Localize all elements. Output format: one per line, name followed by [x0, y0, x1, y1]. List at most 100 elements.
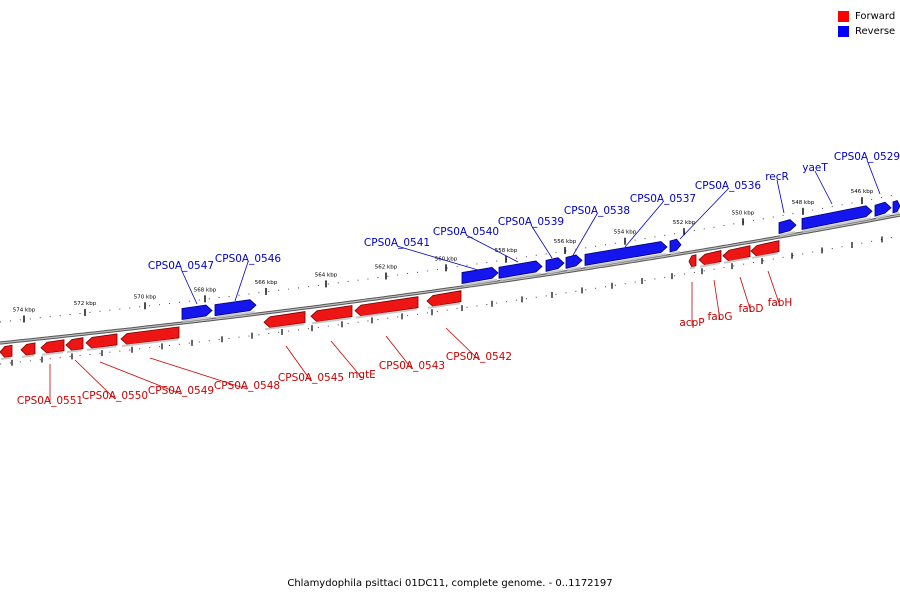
- reverse-gene-arrow: [778, 219, 797, 235]
- forward-gene-arrow: [354, 296, 419, 317]
- gene-label-mgtE: mgtE: [348, 369, 376, 381]
- forward-gene-arrow: [426, 290, 462, 307]
- gene-label-CPS0A_0545: CPS0A_0545: [278, 372, 344, 384]
- reverse-gene-arrow: [565, 254, 583, 269]
- forward-gene-arrow-shadow: [41, 351, 64, 356]
- gene-label-yaeT-leader: [814, 170, 833, 205]
- forward-gene-arrow: [85, 333, 118, 349]
- gene-label-CPS0A_0550-leader: [74, 359, 116, 400]
- forward-gene-arrow-shadow: [66, 349, 83, 354]
- reverse-gene-arrow-shadow: [462, 278, 498, 287]
- gene-label-CPS0A_0546: CPS0A_0546: [215, 253, 281, 265]
- reverse-swatch: [838, 26, 849, 37]
- reverse-gene-arrow: [669, 238, 682, 253]
- forward-gene-arrow: [722, 245, 751, 262]
- forward-gene-arrow: [263, 311, 306, 329]
- forward-gene-arrow-shadow: [264, 323, 305, 331]
- gene-label-CPS0A_0537: CPS0A_0537: [630, 193, 696, 205]
- gene-label-CPS0A_0543: CPS0A_0543: [379, 360, 445, 372]
- forward-gene-arrow-shadow: [0, 356, 12, 360]
- forward-gene-arrow-shadow: [699, 262, 721, 268]
- reverse-gene-arrow: [874, 201, 892, 217]
- inner-dotted-track: [0, 235, 900, 365]
- reverse-gene-arrow-shadow: [585, 253, 667, 268]
- gene-label-CPS0A_0545-leader: [285, 345, 312, 382]
- gene-label-CPS0A_0542: CPS0A_0542: [446, 351, 512, 363]
- reverse-gene-arrow-shadow: [215, 311, 256, 319]
- gene-label-yaeT: yaeT: [802, 162, 828, 174]
- ruler-label: 560 kbp: [435, 256, 458, 262]
- gene-label-fabH-leader: [767, 270, 781, 307]
- reverse-gene-arrow: [801, 205, 873, 231]
- gene-label-CPS0A_0546-leader: [234, 261, 249, 302]
- forward-gene-arrow: [750, 240, 780, 257]
- gene-label-fabH: fabH: [768, 297, 793, 309]
- gene-label-CPS0A_0547: CPS0A_0547: [148, 260, 214, 272]
- gene-label-mgtE-leader: [330, 340, 363, 379]
- reverse-gene-arrow: [181, 304, 213, 320]
- forward-gene-arrow: [310, 305, 353, 323]
- gene-label-CPS0A_0541: CPS0A_0541: [364, 237, 430, 249]
- forward-gene-arrow: [120, 326, 180, 345]
- gene-label-CPS0A_0538: CPS0A_0538: [564, 205, 630, 217]
- forward-gene-arrow-shadow: [21, 354, 35, 358]
- ruler-label: 562 kbp: [375, 265, 398, 271]
- forward-gene-arrow-shadow: [427, 302, 461, 309]
- gene-label-CPS0A_0547-leader: [180, 268, 198, 305]
- ruler-label: 568 kbp: [194, 287, 217, 293]
- forward-gene-arrow: [0, 344, 13, 358]
- forward-gene-arrow: [65, 337, 84, 351]
- ruler-label: 572 kbp: [74, 301, 97, 307]
- gene-label-CPS0A_0536-leader: [679, 188, 729, 240]
- forward-gene-arrow: [20, 342, 36, 356]
- legend-reverse-label: Reverse: [855, 26, 896, 37]
- reverse-gene-arrow-shadow: [802, 217, 872, 233]
- forward-gene-arrow-shadow: [751, 252, 779, 259]
- gene-label-fabG: fabG: [708, 311, 733, 323]
- forward-gene-arrow-shadow: [689, 266, 696, 270]
- ruler-label: 546 kbp: [851, 189, 874, 195]
- reverse-gene-arrow-shadow: [670, 250, 681, 255]
- forward-gene-arrow-shadow: [311, 317, 352, 325]
- gene-label-CPS0A_0550: CPS0A_0550: [82, 390, 148, 402]
- gene-label-CPS0A_0529-leader: [866, 159, 881, 195]
- reverse-gene-arrow-shadow: [875, 213, 891, 219]
- ruler-label: 552 kbp: [673, 220, 696, 226]
- ruler-label: 556 kbp: [554, 239, 577, 245]
- reverse-gene-arrow: [545, 257, 565, 272]
- genome-caption: Chlamydophila psittaci 01DC11, complete …: [287, 578, 613, 589]
- gene-label-CPS0A_0536: CPS0A_0536: [695, 180, 761, 192]
- ruler-label: 566 kbp: [255, 280, 278, 286]
- reverse-gene-arrow-shadow: [546, 269, 564, 274]
- ruler-label: 558 kbp: [495, 248, 518, 254]
- reverse-gene-arrow-shadow: [499, 272, 542, 281]
- forward-gene-arrow: [698, 250, 722, 266]
- forward-gene-arrow: [40, 339, 65, 354]
- ruler-label: 570 kbp: [134, 294, 157, 300]
- ruler-label: 550 kbp: [732, 210, 755, 216]
- reverse-gene-arrow: [892, 200, 900, 214]
- forward-gene-arrow-shadow: [86, 345, 117, 351]
- backbone-inner: [0, 214, 900, 344]
- ruler-label: 554 kbp: [614, 230, 637, 236]
- reverse-gene-arrow-shadow: [893, 212, 900, 216]
- reverse-gene-arrow-shadow: [566, 266, 582, 271]
- forward-gene-arrow: [688, 254, 697, 268]
- gene-label-CPS0A_0548-leader: [149, 357, 248, 390]
- gene-label-CPS0A_0539-leader: [530, 224, 553, 259]
- gene-label-CPS0A_0549: CPS0A_0549: [148, 385, 214, 397]
- gene-label-fabD-leader: [739, 276, 752, 313]
- gene-label-recR-leader: [776, 179, 785, 214]
- gene-label-fabD: fabD: [739, 303, 764, 315]
- forward-gene-arrow-shadow: [355, 308, 418, 319]
- forward-gene-arrow-shadow: [121, 338, 179, 347]
- forward-gene-arrow-shadow: [723, 257, 750, 264]
- gene-label-CPS0A_0539: CPS0A_0539: [498, 216, 564, 228]
- gene-label-acpP: acpP: [679, 317, 704, 329]
- forward-swatch: [838, 11, 849, 22]
- reverse-gene-arrow-shadow: [182, 316, 212, 323]
- legend: Forward Reverse: [838, 9, 898, 39]
- gene-label-CPS0A_0541-leader: [396, 245, 479, 271]
- gene-label-CPS0A_0551: CPS0A_0551: [17, 395, 83, 407]
